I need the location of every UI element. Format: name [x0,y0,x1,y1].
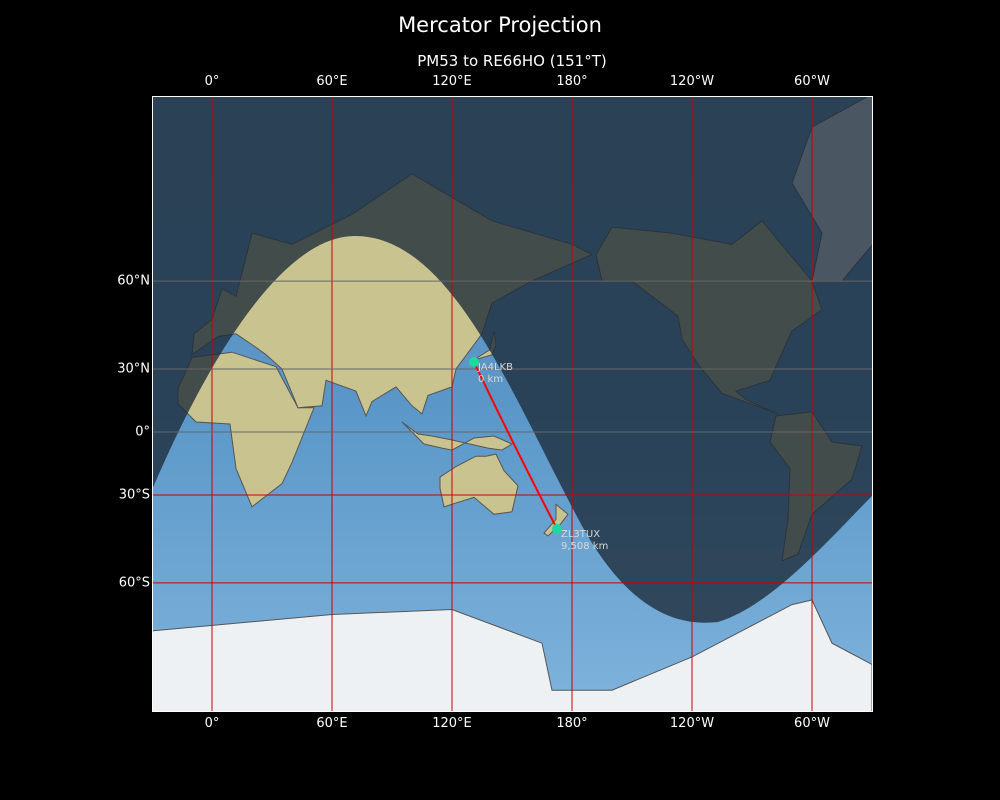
station-callsign: ZL3TUX [561,529,600,540]
station-distance: 9,508 km [561,541,608,552]
bottom-lon-tick-label: 120°E [432,716,472,731]
bottom-lon-tick-label: 60°E [316,716,348,731]
station-marker [552,523,562,534]
station-distance: 0 km [478,374,503,385]
map-subtitle: PM53 to RE66HO (151°T) [417,52,607,70]
landmass-new-zealand [543,503,569,537]
top-lon-tick-label: 120°E [432,74,472,89]
lat-tick-label: 60°N [117,273,150,289]
bottom-lon-tick-label: 120°W [669,716,715,731]
top-lon-tick-label: 60°E [316,74,348,89]
top-lon-tick-label: 60°W [794,74,830,89]
map-frame [152,96,873,712]
top-lon-tick-label: 180° [556,74,588,89]
lat-tick-label: 30°N [117,361,150,377]
bottom-lon-tick-label: 0° [204,716,220,731]
lat-tick-label: 30°S [118,487,150,503]
bottom-lon-tick-label: 60°W [794,716,830,731]
station-marker [469,357,479,368]
bottom-lon-tick-label: 180° [556,716,588,731]
figure-title: Mercator Projection [398,13,602,37]
station-callsign: JA4LKB [477,362,513,373]
top-lon-tick-label: 0° [204,74,220,89]
top-lon-tick-label: 120°W [669,74,715,89]
landmass-australia [439,453,519,515]
great-circle-path [473,361,558,530]
lat-tick-label: 0° [135,424,150,440]
landmass-indonesia [401,421,514,451]
lat-tick-label: 60°S [118,575,150,591]
